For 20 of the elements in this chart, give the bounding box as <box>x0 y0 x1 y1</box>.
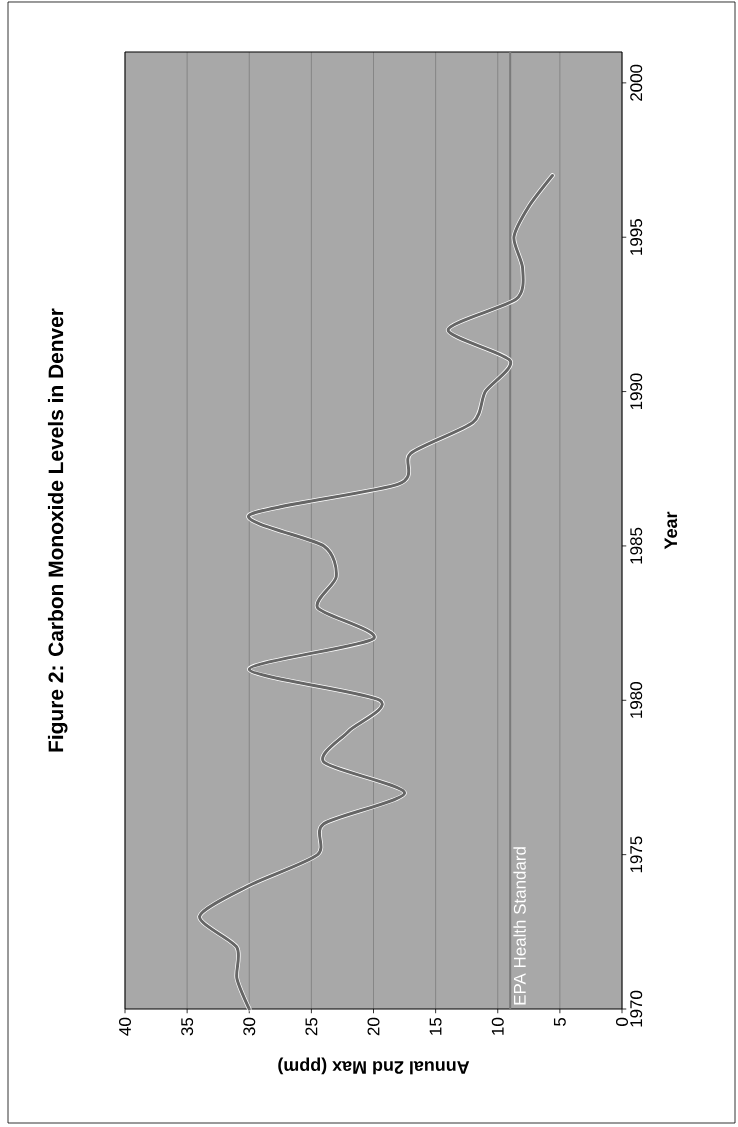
x-tick-label: 10 <box>491 1017 504 1035</box>
y-tick-label: 1990 <box>630 373 643 410</box>
y-axis-title: Year <box>664 511 678 550</box>
x-tick-label: 20 <box>367 1017 380 1036</box>
y-tick-label: 1980 <box>630 682 643 718</box>
x-tick-label: 30 <box>243 1017 256 1036</box>
y-tick-label: 1995 <box>630 219 643 255</box>
y-tick-label: 2000 <box>630 64 643 101</box>
x-tick-label: 5 <box>553 1017 566 1026</box>
x-tick-label: 0 <box>616 1017 629 1026</box>
x-tick-label: 40 <box>119 1017 132 1036</box>
x-tick-label: 15 <box>429 1017 442 1035</box>
y-tick-label: 1985 <box>630 527 643 564</box>
y-tick-label: 1970 <box>630 990 643 1027</box>
x-tick-label: 35 <box>181 1017 194 1036</box>
ref-line-label: EPA Health Standard <box>513 847 526 1005</box>
y-tick-label: 1975 <box>630 836 643 873</box>
x-axis-title: Annual 2nd Max (ppm) <box>278 1057 470 1075</box>
x-tick-label: 25 <box>305 1017 318 1036</box>
text: Figure 2: Carbon Monoxide Levels in Denver <box>47 308 68 752</box>
